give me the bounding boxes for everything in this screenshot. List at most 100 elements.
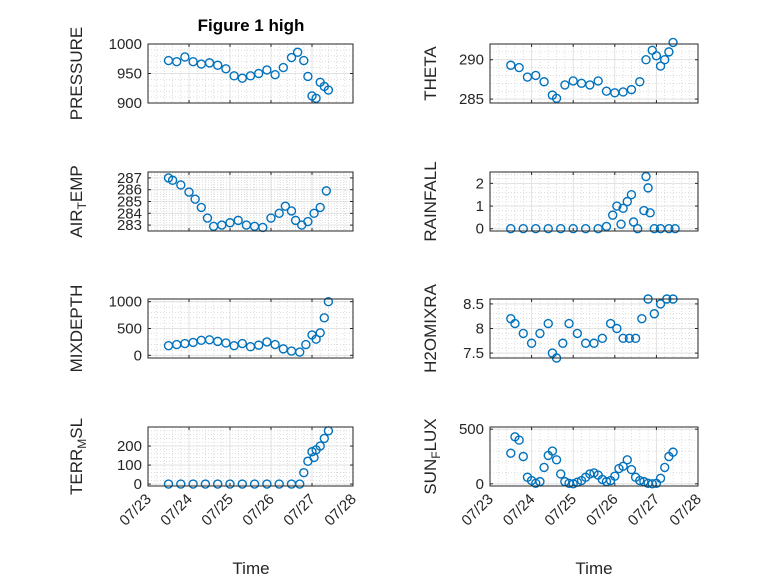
data-point xyxy=(514,62,524,73)
y-tick-label: 0 xyxy=(476,221,484,238)
y-axis-label: THETA xyxy=(421,46,440,101)
data-point xyxy=(641,55,651,65)
axes-box xyxy=(489,426,699,487)
data-point xyxy=(635,77,645,87)
data-point xyxy=(319,433,329,444)
data-point xyxy=(535,328,545,339)
y-tick-label: 286 xyxy=(117,182,142,199)
data-point xyxy=(655,61,666,71)
data-point xyxy=(167,175,178,185)
data-point xyxy=(518,328,528,339)
data-point xyxy=(286,206,297,216)
plot-area xyxy=(490,44,698,103)
data-point xyxy=(635,475,645,486)
data-point xyxy=(319,313,329,323)
data-point xyxy=(225,479,235,489)
data-series xyxy=(506,37,678,103)
data-point xyxy=(254,68,264,79)
subplot-h2omixra: 7.5 8 8.5 H2OMIXRA xyxy=(421,283,699,373)
data-point xyxy=(518,451,528,462)
data-point xyxy=(510,318,520,329)
y-tick-label: 1000 xyxy=(109,36,142,53)
data-point xyxy=(622,455,632,465)
data-point xyxy=(539,77,549,87)
data-point xyxy=(280,201,291,211)
data-point xyxy=(643,183,653,193)
data-point xyxy=(229,340,239,351)
data-point xyxy=(572,328,583,339)
data-point xyxy=(531,70,541,81)
data-point xyxy=(299,55,309,66)
data-point xyxy=(668,37,678,48)
data-point xyxy=(286,52,297,63)
data-point xyxy=(568,224,578,234)
y-tick-label: 284 xyxy=(117,205,142,222)
data-point xyxy=(171,57,182,67)
y-tick-label: 500 xyxy=(459,421,484,438)
plot-area xyxy=(148,427,353,486)
y-tick-label: 500 xyxy=(117,321,142,338)
data-point xyxy=(637,313,647,324)
data-point xyxy=(237,338,248,349)
data-point xyxy=(612,201,622,211)
data-point xyxy=(196,202,207,213)
data-point xyxy=(180,52,190,62)
plot-area xyxy=(490,172,698,231)
data-series xyxy=(163,173,332,233)
y-tick-label: 950 xyxy=(117,66,142,83)
data-point xyxy=(233,215,243,226)
data-point xyxy=(668,447,678,457)
axes-box xyxy=(147,171,354,232)
data-point xyxy=(556,469,566,479)
data-point xyxy=(568,76,578,86)
data-point xyxy=(556,224,566,234)
axes-box xyxy=(489,298,699,359)
data-point xyxy=(221,338,231,348)
figure-title: Figure 1 high xyxy=(198,16,305,35)
data-point xyxy=(593,76,603,86)
axes-box xyxy=(147,298,354,359)
subplot-rainfall: 0 1 2 RAINFALL xyxy=(421,161,699,242)
x-axis-label-right: Time xyxy=(575,559,612,578)
data-point xyxy=(184,187,194,197)
axes-box xyxy=(489,43,699,104)
data-point xyxy=(618,203,628,214)
data-point xyxy=(204,58,215,68)
data-point xyxy=(539,462,549,473)
y-tick-label: 100 xyxy=(117,457,142,474)
axes-box xyxy=(147,43,354,104)
data-point xyxy=(593,224,603,234)
data-point xyxy=(299,467,309,478)
data-point xyxy=(526,338,537,348)
data-point xyxy=(278,62,288,73)
data-point xyxy=(295,479,305,489)
data-point xyxy=(618,461,628,472)
y-tick-label: 200 xyxy=(117,438,142,455)
y-axis-label: RAINFALL xyxy=(421,161,440,241)
axes-box xyxy=(489,171,699,232)
data-point xyxy=(254,340,264,350)
data-point xyxy=(641,171,651,182)
data-point xyxy=(651,51,662,61)
y-tick-label: 283 xyxy=(117,217,142,234)
data-point xyxy=(639,205,649,216)
data-point xyxy=(237,73,248,83)
data-point xyxy=(309,208,319,219)
data-point xyxy=(311,334,321,344)
data-point xyxy=(558,338,568,348)
y-axis-label: TERRMSL xyxy=(67,418,89,495)
y-tick-label: 0 xyxy=(134,476,142,493)
data-point xyxy=(163,479,174,489)
data-point xyxy=(589,338,599,348)
data-point xyxy=(518,224,528,234)
data-point xyxy=(262,337,272,347)
y-tick-label: 8 xyxy=(476,321,484,338)
y-tick-label: 900 xyxy=(117,95,142,112)
data-point xyxy=(315,441,325,451)
y-tick-label: 0 xyxy=(476,476,484,493)
data-point xyxy=(301,339,311,350)
data-point xyxy=(506,224,516,234)
data-point xyxy=(664,224,674,234)
data-point xyxy=(200,479,211,489)
